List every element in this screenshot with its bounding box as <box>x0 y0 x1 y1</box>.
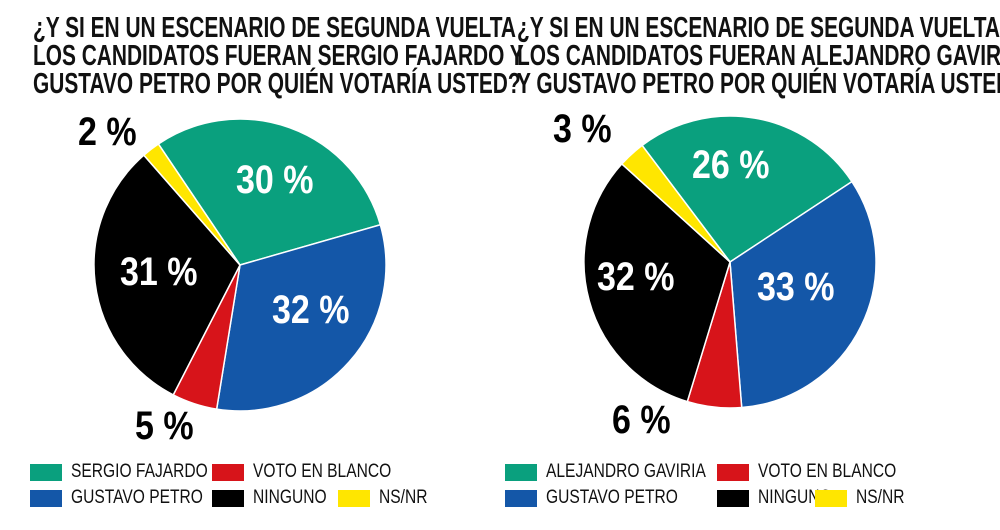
pie-slice-ninguno <box>583 162 731 403</box>
legend-item: GUSTAVO PETRO <box>30 487 232 509</box>
legend-label: SERGIO FAJARDO <box>71 461 208 482</box>
legend-swatch <box>505 463 537 481</box>
legend-swatch <box>505 489 537 507</box>
legend-swatch <box>212 489 244 507</box>
slice-label-ninguno: 31 % <box>120 250 198 294</box>
slice-label-fajardo: 30 % <box>236 158 314 202</box>
legend-item: NS/NR <box>815 487 915 509</box>
legend-label: VOTO EN BLANCO <box>253 461 392 482</box>
pie-slice-alejandro-gaviria <box>641 115 853 264</box>
slice-label-petro: 32 % <box>272 288 350 332</box>
legend-label: NINGUNO <box>758 487 832 508</box>
legend-swatch <box>212 463 244 481</box>
legend-swatch <box>338 489 370 507</box>
title-line: ¿Y SI EN UN ESCENARIO DE SEGUNDA VUELTA <box>33 12 517 44</box>
pie-slice-gustavo-petro <box>729 180 877 409</box>
title-line: LOS CANDIDATOS FUERAN ALEJANDRO GAVIRIA <box>517 40 1000 72</box>
title-line: Y GUSTAVO PETRO POR QUIÉN VOTARÍA USTED? <box>517 68 1000 100</box>
legend-label: NINGUNO <box>253 487 327 508</box>
legend-label: GUSTAVO PETRO <box>546 487 678 508</box>
title-line: ¿Y SI EN UN ESCENARIO DE SEGUNDA VUELTA <box>517 12 1000 44</box>
legend-item: VOTO EN BLANCO <box>717 461 927 483</box>
pie-slice-gustavo-petro <box>215 223 387 412</box>
legend-label: ALEJANDRO GAVIRIA <box>546 461 706 482</box>
legend-item: ALEJANDRO GAVIRIA <box>505 461 741 483</box>
slice-label-gaviria: 26 % <box>692 143 770 187</box>
legend-swatch <box>30 463 62 481</box>
right-chart-title: ¿Y SI EN UN ESCENARIO DE SEGUNDA VUELTA … <box>517 12 1000 100</box>
legend-swatch <box>30 489 62 507</box>
legend-label: NS/NR <box>856 487 905 508</box>
legend-item: SERGIO FAJARDO <box>30 461 238 483</box>
legend-item: NS/NR <box>338 487 438 509</box>
legend-swatch <box>815 489 847 507</box>
pie-slice-ns-nr <box>620 144 731 263</box>
slice-label-nsnr: 3 % <box>553 107 612 151</box>
legend-item: GUSTAVO PETRO <box>505 487 707 509</box>
pie-slice-ns-nr <box>142 142 241 266</box>
legend-label: GUSTAVO PETRO <box>71 487 203 508</box>
legend-swatch <box>717 489 749 507</box>
title-line: LOS CANDIDATOS FUERAN SERGIO FAJARDO Y <box>33 40 524 72</box>
title-line: GUSTAVO PETRO POR QUIÉN VOTARÍA USTED? <box>33 68 521 100</box>
legend-item: VOTO EN BLANCO <box>212 461 422 483</box>
pie-slice-ninguno <box>93 154 241 396</box>
slice-label-petro: 33 % <box>757 265 835 309</box>
pie-slice-sergio-fajardo <box>157 118 382 266</box>
slice-label-blanco: 5 % <box>135 404 194 448</box>
slice-label-blanco: 6 % <box>612 398 671 442</box>
legend-label: NS/NR <box>379 487 428 508</box>
slice-label-ninguno: 32 % <box>597 255 675 299</box>
slice-label-nsnr: 2 % <box>78 110 137 154</box>
legend-label: VOTO EN BLANCO <box>758 461 897 482</box>
left-chart-title: ¿Y SI EN UN ESCENARIO DE SEGUNDA VUELTA … <box>33 12 524 100</box>
legend-swatch <box>717 463 749 481</box>
legend-item: NINGUNO <box>717 487 848 509</box>
legend-item: NINGUNO <box>212 487 343 509</box>
